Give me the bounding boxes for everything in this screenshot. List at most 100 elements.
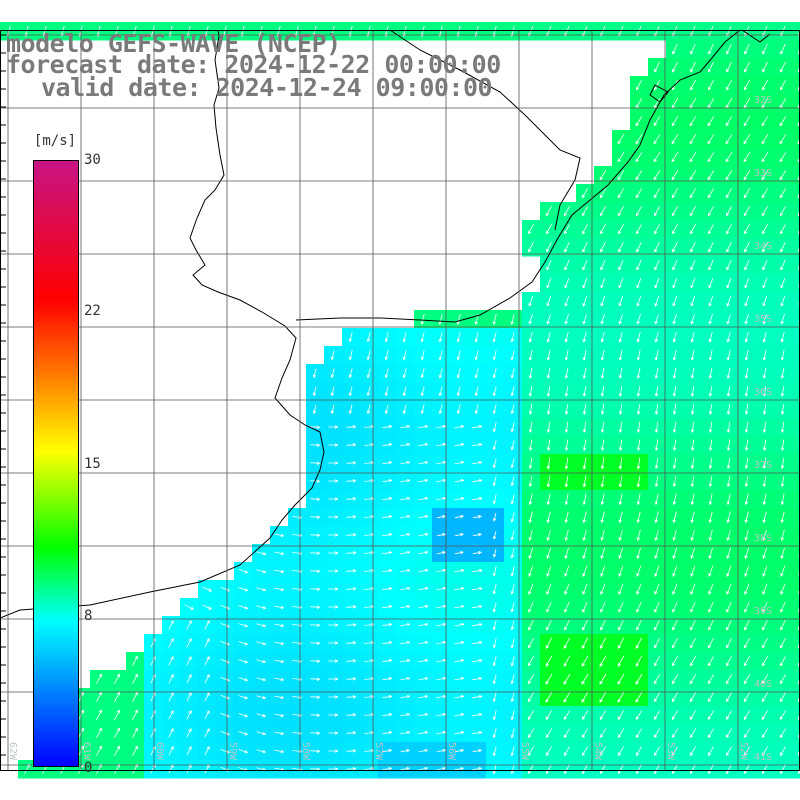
- wind-vector-arrow: [708, 61, 714, 73]
- wind-vector-arrow: [708, 656, 714, 667]
- wind-vector-arrow: [690, 493, 695, 506]
- wind-vector-arrow: [725, 170, 733, 181]
- wind-vector-arrow: [635, 691, 643, 703]
- wind-vector-arrow: [546, 260, 552, 271]
- wind-vector-arrow: [364, 604, 375, 609]
- wind-vector-arrow: [328, 461, 339, 465]
- wind-vector-arrow: [636, 764, 642, 775]
- wind-vector-arrow: [238, 641, 249, 646]
- wind-vector-arrow: [653, 710, 661, 721]
- wind-vector-arrow: [617, 170, 625, 181]
- wind-vector-arrow: [654, 511, 659, 524]
- wind-vector-arrow: [654, 638, 660, 649]
- wind-vector-arrow: [618, 224, 624, 235]
- wind-vector-arrow: [454, 424, 465, 429]
- wind-vector-arrow: [528, 601, 534, 613]
- wind-vector-arrow: [708, 583, 714, 595]
- wind-vector-arrow: [492, 422, 497, 433]
- wind-vector-arrow: [564, 349, 569, 361]
- wind-vector-arrow: [599, 673, 607, 685]
- wind-vector-arrow: [382, 496, 393, 501]
- wind-vector-arrow: [546, 457, 551, 470]
- wind-vector-arrow: [492, 440, 497, 451]
- wind-vector-arrow: [708, 349, 713, 361]
- wind-vector-arrow: [762, 583, 768, 595]
- wind-vector-arrow: [762, 61, 768, 73]
- wind-vector-arrow: [582, 260, 588, 271]
- wind-vector-arrow: [762, 619, 768, 631]
- wind-vector-arrow: [726, 403, 731, 416]
- wind-vector-arrow: [546, 403, 551, 416]
- wind-vector-arrow: [581, 637, 589, 649]
- wind-vector-arrow: [564, 547, 569, 560]
- wind-vector-arrow: [761, 746, 768, 757]
- wind-vector-arrow: [114, 673, 120, 684]
- wind-vector-arrow: [418, 442, 429, 447]
- wind-vector-arrow: [672, 619, 678, 631]
- wind-vector-arrow: [256, 641, 267, 646]
- wind-vector-arrow: [382, 766, 393, 771]
- wind-vector-arrow: [418, 748, 429, 753]
- wind-vector-arrow: [690, 349, 695, 361]
- wind-vector-arrow: [472, 478, 483, 483]
- wind-vector-arrow: [654, 295, 660, 307]
- wind-vector-arrow: [400, 604, 411, 609]
- wind-vector-arrow: [492, 728, 497, 739]
- wind-vector-arrow: [780, 313, 785, 325]
- wind-vector-arrow: [563, 746, 570, 757]
- wind-vector-arrow: [744, 295, 750, 307]
- wind-vector-arrow: [492, 458, 497, 469]
- wind-vector-arrow: [654, 278, 660, 289]
- wind-vector-arrow: [310, 515, 321, 519]
- wind-vector-arrow: [690, 61, 696, 73]
- wind-vector-arrow: [546, 601, 552, 613]
- wind-vector-arrow: [744, 385, 749, 397]
- wind-speed-cell: [792, 382, 800, 401]
- wind-vector-arrow: [690, 224, 696, 235]
- wind-vector-arrow: [132, 727, 138, 738]
- wind-vector-arrow: [527, 674, 535, 685]
- wind-vector-arrow: [617, 746, 624, 757]
- wind-vector-arrow: [564, 601, 570, 613]
- wind-vector-arrow: [654, 313, 659, 325]
- wind-vector-arrow: [310, 731, 321, 735]
- wind-vector-arrow: [186, 692, 192, 702]
- wind-vector-arrow: [400, 496, 411, 501]
- wind-vector-arrow: [744, 601, 750, 613]
- wind-vector-arrow: [600, 421, 605, 434]
- wind-vector-arrow: [510, 512, 515, 523]
- wind-vector-arrow: [600, 565, 606, 577]
- wind-vector-arrow: [132, 655, 138, 666]
- wind-speed-cell: [792, 688, 800, 707]
- wind-vector-arrow: [384, 350, 389, 361]
- wind-vector-arrow: [617, 152, 625, 163]
- wind-speed-cell: [792, 490, 800, 509]
- wind-vector-arrow: [400, 730, 411, 735]
- wind-vector-arrow: [346, 749, 357, 753]
- wind-vector-arrow: [438, 404, 443, 415]
- wind-vector-arrow: [672, 206, 678, 217]
- wind-vector-arrow: [545, 673, 553, 685]
- wind-vector-arrow: [456, 313, 461, 325]
- wind-vector-arrow: [618, 764, 624, 775]
- wind-vector-arrow: [364, 442, 375, 447]
- wind-vector-arrow: [400, 478, 411, 483]
- wind-vector-arrow: [492, 638, 497, 649]
- wind-vector-arrow: [762, 206, 768, 217]
- wind-vector-arrow: [599, 188, 607, 199]
- wind-vector-arrow: [546, 349, 551, 361]
- wind-vector-arrow: [454, 496, 465, 501]
- wind-vector-arrow: [346, 479, 357, 483]
- wind-vector-arrow: [382, 568, 393, 573]
- wind-vector-arrow: [348, 386, 353, 397]
- wind-vector-arrow: [168, 656, 174, 666]
- wind-vector-arrow: [779, 674, 787, 685]
- colorbar-tick-8: 8: [84, 608, 93, 624]
- wind-vector-arrow: [238, 713, 249, 718]
- wind-vector-arrow: [114, 727, 120, 738]
- colorbar-tick-0: 0: [84, 760, 93, 776]
- lat-label: 35S: [753, 314, 772, 325]
- wind-vector-arrow: [418, 640, 429, 645]
- wind-vector-arrow: [762, 313, 767, 325]
- wind-vector-arrow: [364, 730, 375, 735]
